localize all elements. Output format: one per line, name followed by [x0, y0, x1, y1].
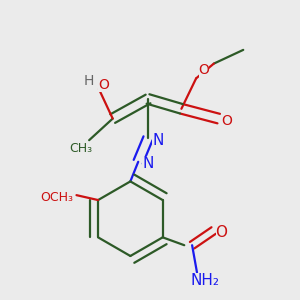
Text: OCH₃: OCH₃ — [40, 190, 73, 204]
Text: N: N — [142, 156, 154, 171]
Text: N: N — [152, 133, 164, 148]
Text: CH₃: CH₃ — [70, 142, 93, 154]
Text: O: O — [221, 114, 232, 128]
Text: O: O — [98, 78, 109, 92]
Text: NH₂: NH₂ — [190, 273, 219, 288]
Text: H: H — [84, 74, 94, 88]
Text: O: O — [199, 64, 209, 77]
Text: O: O — [216, 225, 228, 240]
